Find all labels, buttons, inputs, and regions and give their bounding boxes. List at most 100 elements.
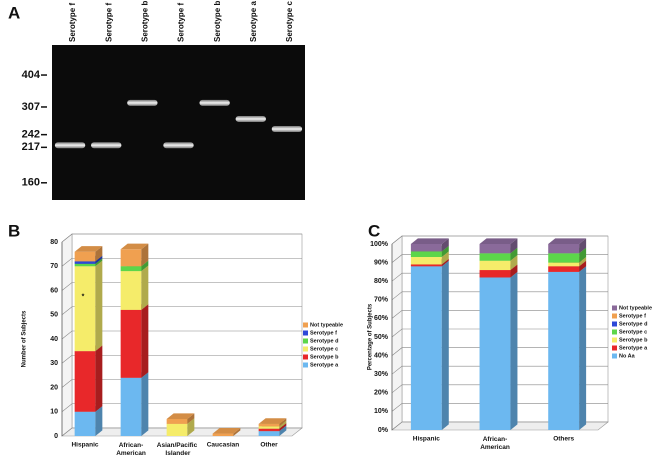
legend-label: Serotype f (310, 330, 337, 336)
legend-label: Serotype b (310, 354, 339, 360)
bar-side (441, 260, 449, 430)
bar-side (441, 258, 449, 267)
bar-side (441, 245, 449, 258)
bar-side (510, 247, 518, 261)
bar-segment (212, 433, 234, 436)
y-tick-label: 0% (378, 427, 389, 434)
y-tick-label: 10% (374, 408, 389, 415)
bar-segment (548, 266, 580, 272)
legend-label: Serotype d (310, 338, 338, 344)
bar-segment (258, 423, 280, 427)
y-tick-label: 242 (22, 129, 40, 141)
lane-label: Serotype f (104, 3, 113, 42)
grid-line (61, 257, 302, 267)
band (54, 142, 86, 149)
bar-segment (74, 251, 96, 262)
y-tick-label: 90% (374, 259, 389, 266)
legend-swatch (303, 330, 308, 336)
lane-label: Serotype b (213, 1, 222, 42)
legend-swatch (612, 329, 617, 335)
bar-segment (166, 423, 188, 436)
legend-swatch (303, 346, 308, 352)
bar-side (579, 266, 587, 430)
grid-line (391, 384, 608, 394)
legend-swatch (303, 362, 308, 368)
y-tick-label: 307 (22, 101, 40, 113)
panel-label: A (8, 3, 20, 22)
bar-segment (410, 257, 442, 265)
y-tick-label: 20% (374, 390, 389, 397)
y-tick-label: 30 (50, 360, 58, 367)
bar-segment (166, 419, 188, 424)
bar-side (579, 247, 587, 263)
bar-top (410, 238, 449, 244)
annotation: * (82, 294, 85, 301)
bar-segment (74, 351, 96, 412)
bar-side (95, 246, 103, 262)
grid-line (391, 254, 608, 263)
legend-swatch (303, 338, 308, 344)
lane-label: Serotype f (68, 3, 77, 42)
y-tick-label: 60 (50, 287, 58, 294)
band (91, 142, 122, 149)
band (199, 99, 230, 106)
bar-segment (479, 277, 511, 430)
grid-line (61, 282, 302, 291)
bar-side (95, 345, 103, 412)
bar-segment (548, 244, 580, 254)
bar-side (279, 423, 287, 432)
legend-swatch (612, 313, 617, 319)
y-tick-label: 60% (374, 315, 389, 322)
bar-segment (410, 244, 442, 252)
legend-swatch (612, 337, 617, 343)
legend-label: Serotype c (619, 329, 647, 335)
bar-side (579, 260, 587, 272)
legend-swatch (612, 353, 617, 359)
legend-label: No Aa (619, 353, 636, 359)
bar-top (120, 243, 149, 250)
grid-line (61, 354, 302, 364)
x-tick-label: Asian/Pacific Islander (157, 442, 198, 457)
grid-line (61, 233, 302, 243)
band (235, 115, 266, 122)
bar-segment (410, 264, 442, 267)
grid-line (61, 379, 302, 388)
bar-side (441, 238, 449, 252)
bar-side (510, 238, 518, 254)
grid-line (61, 306, 302, 315)
y-tick-label: 50 (50, 312, 58, 319)
y-tick-label: 10 (50, 409, 58, 416)
lane-label: Serotype c (285, 1, 294, 42)
y-tick-label: 20 (50, 384, 58, 391)
y-tick-label: 404 (22, 69, 41, 81)
bar-segment (479, 260, 511, 271)
bar-top (212, 427, 241, 434)
y-tick-label: 70 (50, 263, 58, 270)
grid-line (61, 330, 302, 340)
grid-line (391, 403, 608, 412)
y-tick-label: 50% (374, 334, 389, 341)
grid-line (61, 403, 302, 412)
y-tick-label: 160 (22, 177, 40, 189)
bar-segment (410, 251, 442, 258)
bar-side (141, 304, 149, 378)
x-tick-label: Hispanic (413, 436, 440, 443)
bar-side (95, 258, 103, 267)
legend-swatch (612, 305, 617, 311)
x-tick-label: African-American (116, 442, 146, 457)
legend-label: Serotype a (619, 345, 648, 351)
legend-label: Serotype f (619, 313, 646, 319)
legend-label: Serotype c (310, 346, 338, 352)
y-tick-label: 217 (22, 141, 40, 153)
x-tick-label: African-American (480, 436, 510, 451)
bar-segment (479, 244, 511, 254)
bar-side (510, 264, 518, 278)
bar-side (141, 265, 149, 310)
bar-top (74, 246, 103, 252)
bar-top (479, 238, 518, 244)
bar-top (258, 418, 287, 424)
band (163, 142, 194, 149)
bar-segment (120, 266, 142, 272)
bar-segment (479, 253, 511, 261)
